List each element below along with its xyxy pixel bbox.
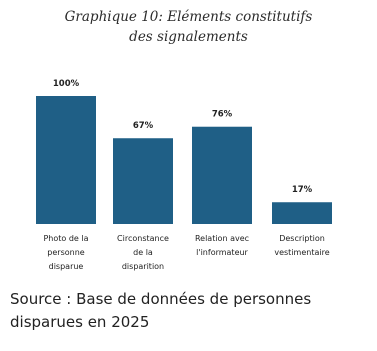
category-label-1-line-2: personne <box>47 248 84 257</box>
source-line-2: disparues en 2025 <box>10 313 150 331</box>
chart-title-line-2: des signalements <box>129 29 248 45</box>
category-label-3-line-1: Relation avec <box>195 234 249 243</box>
category-label-2-line-1: Circonstance <box>117 234 169 243</box>
chart-title-line-1: Graphique 10: Eléments constitutifs <box>64 9 313 25</box>
category-label-2-line-3: disparition <box>122 262 164 271</box>
category-label-1-line-3: disparue <box>49 262 84 271</box>
category-label-4-line-1: Description <box>279 234 325 243</box>
category-label-2-line-2: de la <box>133 248 153 257</box>
bar-3 <box>192 126 252 224</box>
category-label-4-line-2: vestimentaire <box>274 248 329 257</box>
source-note: Source : Base de données de personnes di… <box>10 288 372 334</box>
source-line-1: Source : Base de données de personnes <box>10 290 312 308</box>
data-label-2: 67% <box>133 121 154 131</box>
category-label-1-line-1: Photo de la <box>43 234 88 243</box>
data-label-1: 100% <box>53 79 80 89</box>
bar-chart: 100% Photo de la personne disparue 67% Circon… <box>36 79 332 271</box>
bar-1 <box>36 96 96 224</box>
bar-4 <box>272 202 332 224</box>
bar-2 <box>113 138 173 224</box>
data-label-3: 76% <box>212 110 233 120</box>
data-label-4: 17% <box>292 185 313 195</box>
category-label-3-line-2: l'informateur <box>196 248 248 257</box>
